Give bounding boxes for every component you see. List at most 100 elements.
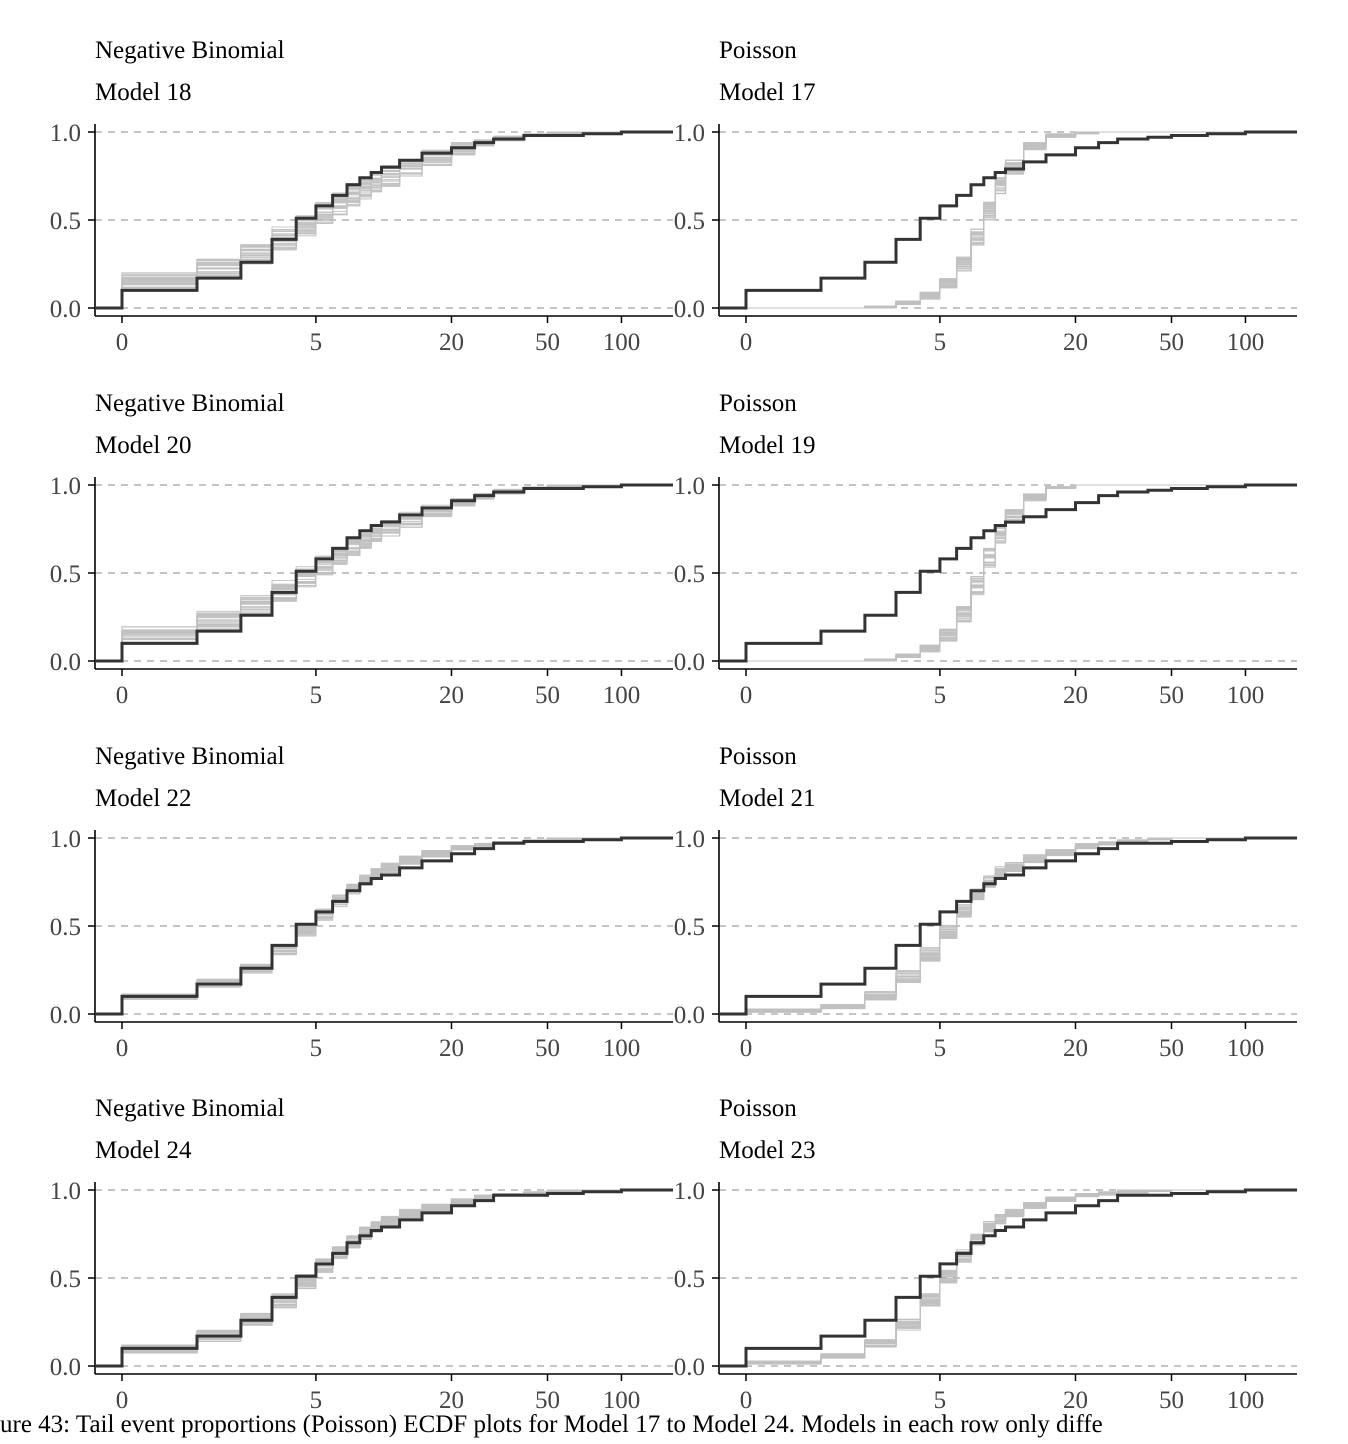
x-tick-label: 20 [1063, 1387, 1088, 1414]
y-tick-label: 1.0 [674, 826, 705, 853]
observed-ecdf-line [719, 1188, 1297, 1368]
panel-title: Negative Binomial [95, 743, 285, 770]
observed-ecdf-line [95, 483, 673, 663]
x-tick-label: 50 [535, 1035, 560, 1062]
x-tick-label: 0 [740, 682, 753, 709]
x-tick-label: 100 [603, 1387, 641, 1414]
x-tick-label: 100 [1227, 1035, 1265, 1062]
observed-ecdf-line [719, 836, 1297, 1016]
y-tick-label: 1.0 [50, 473, 81, 500]
x-tick-label: 0 [740, 329, 753, 356]
panel-8: Poisson Model 23 0.0 0.5 1.0 0 5 20 50 100 [674, 1095, 1297, 1414]
replicate-ecdfs [745, 1189, 1297, 1366]
panel-subtitle: Model 20 [95, 432, 192, 459]
panel-7: Negative Binomial Model 24 0.0 0.5 1.0 0 5 20 50… [50, 1095, 673, 1414]
y-tick-label: 0.0 [50, 649, 81, 676]
x-tick-label: 100 [603, 682, 641, 709]
x-tick-label: 5 [934, 1035, 947, 1062]
replicate-ecdf-line [746, 131, 1297, 309]
x-tick-label: 20 [439, 1035, 464, 1062]
x-tick-label: 5 [934, 329, 947, 356]
x-tick-label: 20 [439, 682, 464, 709]
y-tick-label: 0.0 [674, 649, 705, 676]
x-tick-label: 100 [603, 329, 641, 356]
observed-ecdf-line [95, 130, 673, 310]
y-tick-label: 1.0 [50, 120, 81, 147]
y-tick-label: 0.5 [50, 208, 81, 235]
x-tick-label: 100 [1227, 1387, 1265, 1414]
x-tick-label: 50 [1159, 1035, 1184, 1062]
y-tick-label: 0.0 [674, 1354, 705, 1381]
panel-title: Poisson [719, 390, 797, 417]
panel-1: Negative Binomial Model 18 0.0 0.5 1.0 0 5 20 50… [50, 37, 673, 356]
x-tick-label: 100 [603, 1035, 641, 1062]
figure-caption: ure 43: Tail event proportions (Poisson)… [0, 1411, 1103, 1438]
x-tick-label: 20 [1063, 1035, 1088, 1062]
x-tick-label: 0 [116, 682, 129, 709]
x-tick-label: 20 [439, 1387, 464, 1414]
x-tick-label: 5 [310, 329, 323, 356]
y-tick-label: 0.5 [674, 561, 705, 588]
x-tick-label: 5 [934, 682, 947, 709]
y-tick-label: 0.0 [674, 296, 705, 323]
y-tick-label: 1.0 [50, 826, 81, 853]
y-tick-label: 0.0 [50, 296, 81, 323]
y-tick-label: 0.5 [674, 914, 705, 941]
y-tick-label: 0.5 [50, 561, 81, 588]
y-tick-label: 0.5 [674, 1266, 705, 1293]
x-tick-label: 5 [934, 1387, 947, 1414]
x-tick-label: 50 [1159, 1387, 1184, 1414]
panel-subtitle: Model 17 [719, 79, 816, 106]
panel-subtitle: Model 21 [719, 785, 816, 812]
y-tick-label: 1.0 [674, 120, 705, 147]
replicate-ecdf-line [745, 1189, 1297, 1366]
x-tick-label: 0 [116, 329, 129, 356]
panel-title: Negative Binomial [95, 1095, 285, 1122]
x-tick-label: 0 [740, 1035, 753, 1062]
y-tick-label: 1.0 [674, 473, 705, 500]
panel-subtitle: Model 18 [95, 79, 192, 106]
panel-title: Poisson [719, 1095, 797, 1122]
panel-6: Poisson Model 21 0.0 0.5 1.0 0 5 20 50 100 [674, 743, 1297, 1062]
panel-title: Poisson [719, 743, 797, 770]
x-tick-label: 50 [535, 329, 560, 356]
y-tick-label: 1.0 [50, 1178, 81, 1205]
y-tick-label: 0.5 [50, 914, 81, 941]
x-tick-label: 50 [535, 1387, 560, 1414]
observed-ecdf-line [95, 1188, 673, 1368]
x-tick-label: 5 [310, 1035, 323, 1062]
panel-subtitle: Model 24 [95, 1137, 192, 1164]
x-tick-label: 100 [1227, 329, 1265, 356]
replicate-ecdf-line [746, 484, 1297, 662]
x-tick-label: 20 [439, 329, 464, 356]
replicate-ecdfs [746, 484, 1297, 662]
panel-subtitle: Model 19 [719, 432, 816, 459]
y-tick-label: 1.0 [674, 1178, 705, 1205]
replicate-ecdfs [745, 837, 1297, 1014]
x-tick-label: 50 [1159, 682, 1184, 709]
panel-2: Poisson Model 17 0.0 0.5 1.0 0 5 20 50 100 [674, 37, 1297, 356]
y-tick-label: 0.0 [50, 1354, 81, 1381]
observed-ecdf-line [95, 836, 673, 1016]
x-tick-label: 0 [740, 1387, 753, 1414]
replicate-ecdfs [746, 131, 1297, 309]
x-tick-label: 5 [310, 682, 323, 709]
x-tick-label: 20 [1063, 329, 1088, 356]
panel-subtitle: Model 22 [95, 785, 192, 812]
y-tick-label: 0.5 [674, 208, 705, 235]
panel-title: Negative Binomial [95, 37, 285, 64]
x-tick-label: 50 [1159, 329, 1184, 356]
x-tick-label: 100 [1227, 682, 1265, 709]
panel-4: Poisson Model 19 0.0 0.5 1.0 0 5 20 50 100 [674, 390, 1297, 709]
panel-5: Negative Binomial Model 22 0.0 0.5 1.0 0 5 20 50… [50, 743, 673, 1062]
x-tick-label: 5 [310, 1387, 323, 1414]
observed-ecdf-line [719, 130, 1297, 310]
y-tick-label: 0.0 [50, 1002, 81, 1029]
y-tick-label: 0.5 [50, 1266, 81, 1293]
y-tick-label: 0.0 [674, 1002, 705, 1029]
x-tick-label: 0 [116, 1035, 129, 1062]
panel-title: Poisson [719, 37, 797, 64]
panel-3: Negative Binomial Model 20 0.0 0.5 1.0 0 5 20 50… [50, 390, 673, 709]
x-tick-label: 20 [1063, 682, 1088, 709]
